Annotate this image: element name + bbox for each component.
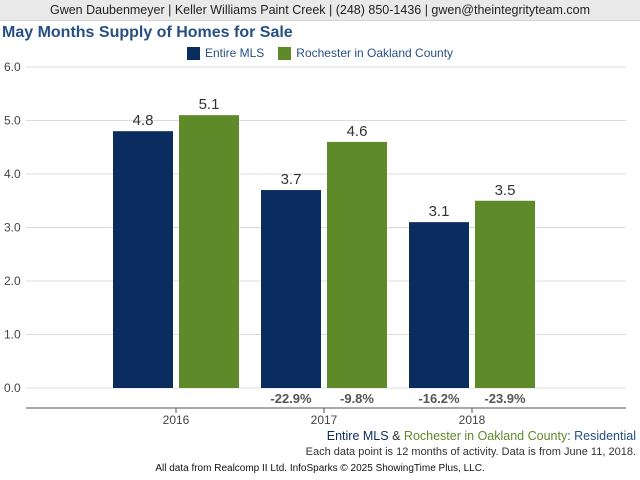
y-tick-label: 0.0 (4, 381, 21, 395)
data-label: 5.1 (199, 96, 220, 113)
x-tick-label: 2018 (459, 413, 486, 427)
legend-label-rochester: Rochester in Oakland County (296, 46, 454, 60)
y-tick-label: 3.0 (4, 221, 21, 235)
percent-change-label: -9.8% (340, 391, 374, 406)
legend-swatch-rochester (278, 46, 292, 60)
footer-source: All data from Realcomp II Ltd. InfoSpark… (155, 463, 485, 474)
data-label: 3.7 (281, 171, 302, 188)
bar-entire-mls-2018 (409, 222, 469, 388)
y-tick-label: 6.0 (4, 60, 21, 74)
x-tick-label: 2017 (311, 413, 338, 427)
percent-change-label: -16.2% (418, 391, 460, 406)
footer-note: Each data point is 12 months of activity… (305, 446, 636, 458)
percent-change-label: -22.9% (270, 391, 312, 406)
chart-legend: Entire MLS Rochester in Oakland County (0, 46, 640, 60)
bar-chart: 0.0 1.0 2.0 3.0 4.0 5.0 6.0 4.8 5.1 2016 3.7 -22.9%… (4, 60, 626, 427)
y-tick-label: 1.0 (4, 328, 21, 342)
legend-item-entire-mls[interactable]: Entire MLS (186, 46, 265, 60)
data-label: 3.1 (429, 203, 450, 220)
y-tick-label: 2.0 (4, 274, 21, 288)
legend-item-rochester[interactable]: Rochester in Oakland County (278, 46, 453, 60)
footer-amp: & (392, 429, 401, 443)
footer-series-line: Entire MLS & Rochester in Oakland County… (327, 429, 636, 443)
footer-series-a: Entire MLS (326, 429, 389, 443)
x-tick-label: 2016 (163, 413, 190, 427)
bar-rochester-2016 (179, 115, 239, 389)
bar-entire-mls-2017 (261, 190, 321, 388)
percent-change-label: -23.9% (484, 391, 526, 406)
contact-header: Gwen Daubenmeyer | Keller Williams Paint… (0, 0, 640, 21)
data-label: 4.8 (133, 112, 154, 129)
data-label: 3.5 (495, 182, 516, 199)
chart-title: May Months Supply of Homes for Sale (2, 24, 293, 41)
bar-rochester-2018 (475, 200, 535, 388)
footer-suffix: : Residential (567, 429, 636, 443)
bar-entire-mls-2016 (113, 131, 173, 388)
legend-label-entire-mls: Entire MLS (204, 46, 265, 60)
y-tick-label: 4.0 (4, 167, 21, 181)
legend-swatch-entire-mls (186, 46, 200, 60)
y-tick-label: 5.0 (4, 114, 21, 128)
bar-rochester-2017 (327, 141, 387, 388)
footer-series-b: Rochester in Oakland County (403, 429, 568, 443)
data-label: 4.6 (347, 123, 368, 140)
